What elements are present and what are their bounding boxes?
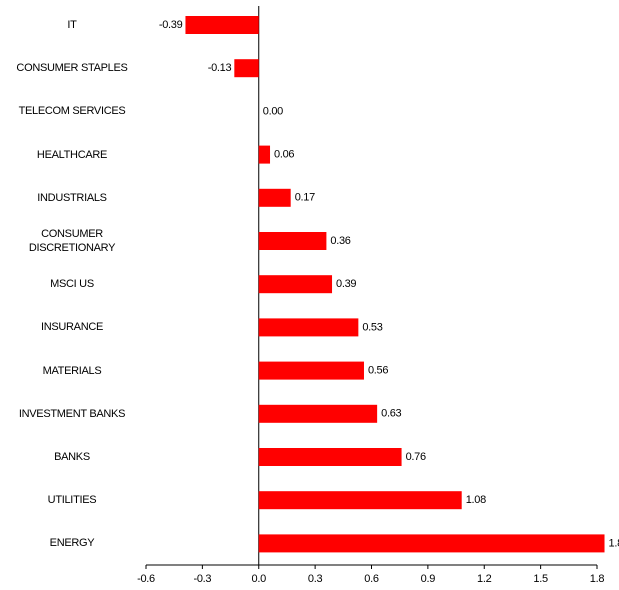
value-label: 0.56 [368,365,388,377]
value-label: 0.00 [263,105,283,117]
y-tick-label: IT [67,19,77,31]
y-tick-label: INVESTMENT BANKS [18,407,126,420]
bar [258,188,291,207]
y-tick-label: INDUSTRIALS [37,191,107,204]
value-label: 0.76 [406,451,426,463]
y-tick-label: CONSUMER DISCRETIONARY [28,228,116,254]
bar [185,16,259,34]
bar [258,491,462,510]
value-label: 0.53 [362,321,382,333]
value-label: 1.84 [609,537,619,549]
bar [258,318,359,337]
x-tick-label: 1.2 [477,573,492,585]
x-tick-label: 0.3 [308,573,323,585]
value-label: 0.36 [330,235,350,247]
x-tick-label: 0.9 [421,573,436,585]
value-label: 0.06 [274,149,294,161]
x-tick-label: 0.0 [252,573,267,585]
bar [258,232,327,250]
y-tick-label: HEALTHCARE [36,148,108,161]
value-label: -0.39 [159,19,183,31]
x-tick-label: -0.3 [193,573,211,585]
value-label: 0.63 [381,408,401,420]
x-tick-label: 1.5 [533,573,548,585]
value-label: 0.39 [336,278,356,290]
x-tick-label: 1.8 [590,573,605,585]
bar [258,145,271,164]
y-tick-label: TELECOM SERVICES [18,105,126,118]
y-tick-label: UTILITIES [47,494,97,507]
x-tick-label: 0.6 [364,573,379,585]
y-tick-label: MATERIALS [42,364,102,377]
value-label: 1.08 [466,494,486,506]
bar [258,448,402,466]
bar [258,361,364,380]
y-tick-label: CONSUMER STAPLES [16,62,128,75]
y-tick-label: ENERGY [49,537,95,550]
value-label: -0.13 [208,62,232,74]
bar [234,59,259,78]
y-tick-label: MSCI US [50,278,94,291]
y-tick-label: INSURANCE [40,321,104,334]
bar [258,534,605,553]
bar [258,404,378,423]
bar [258,275,333,294]
x-tick-label: -0.6 [137,573,155,585]
y-tick-label: BANKS [54,451,90,463]
value-label: 0.17 [295,192,315,204]
